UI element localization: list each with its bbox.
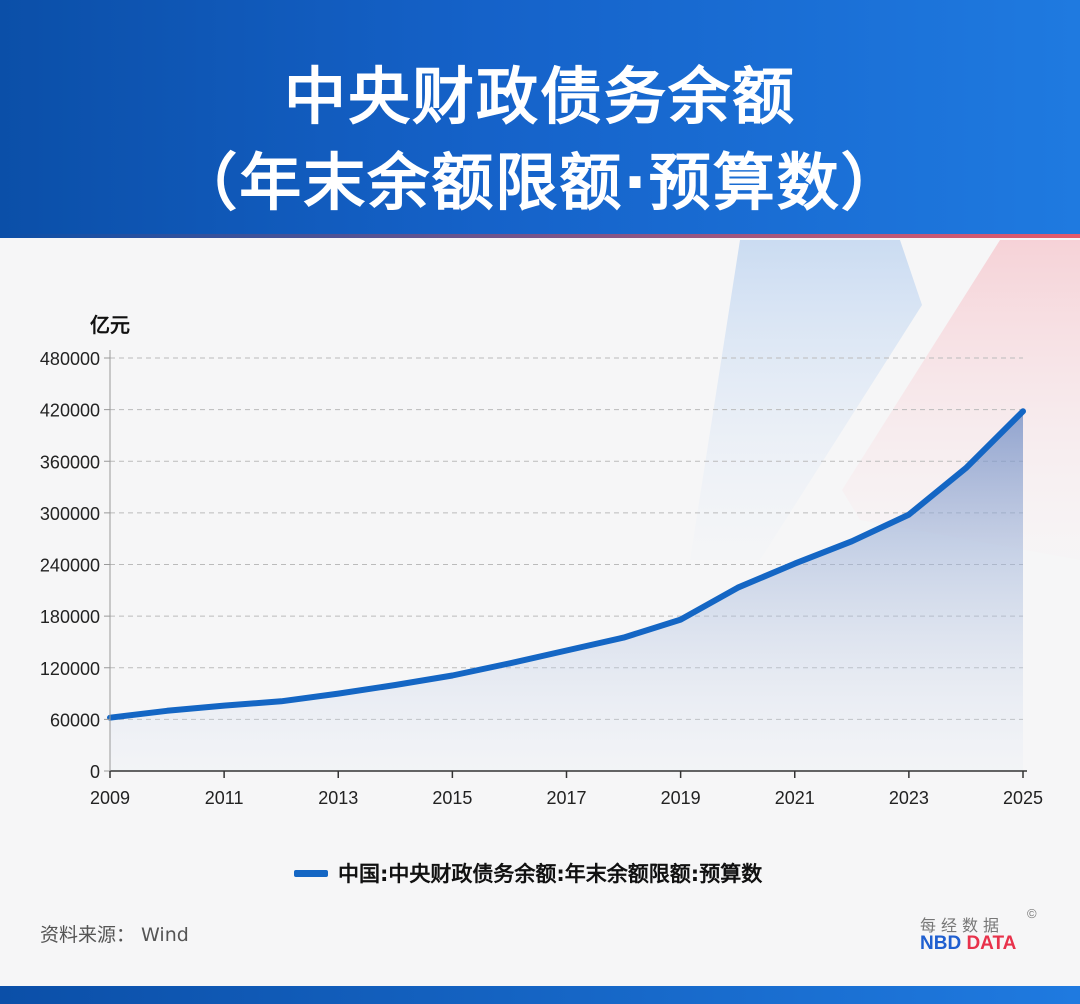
series-line	[107, 408, 1026, 721]
y-tick-label: 180000	[40, 607, 100, 627]
legend-label: 中国:中央财政债务余额:年末余额限额:预算数	[338, 862, 763, 886]
footer-bar	[0, 986, 1080, 1004]
y-tick-label: 360000	[40, 452, 100, 472]
y-tick-label: 420000	[40, 401, 100, 421]
x-tick-label: 2023	[889, 788, 929, 808]
area-fill	[110, 411, 1023, 771]
x-tick-label: 2017	[546, 788, 586, 808]
y-tick-label: 0	[90, 762, 100, 782]
y-tick-labels: 0 60000 120000 180000 240000 300000 360000 4200…	[40, 349, 110, 782]
y-tick-label: 120000	[40, 659, 100, 679]
brand-logo: NBD DATA	[920, 933, 1016, 955]
y-tick-label: 300000	[40, 504, 100, 524]
x-tick-label: 2011	[205, 788, 244, 808]
header-divider	[0, 234, 1080, 238]
chart-subtitle: （年末余额限额·预算数）	[175, 146, 905, 219]
x-tick-label: 2019	[661, 788, 701, 808]
header-banner: 中央财政债务余额 （年末余额限额·预算数）	[0, 0, 1080, 234]
copyright-mark: ©	[1027, 906, 1037, 921]
brand-data: DATA	[966, 933, 1017, 954]
decor-blue-shape	[690, 240, 922, 560]
brand-nbd: NBD	[920, 933, 962, 954]
y-axis-unit: 亿元	[90, 313, 130, 337]
brand-name-cn: 每经数据	[920, 916, 1005, 935]
x-tick-label: 2013	[318, 788, 358, 808]
x-tick-label: 2015	[432, 788, 472, 808]
x-tick-label: 2025	[1003, 788, 1043, 808]
chart-area: 0 60000 120000 180000 240000 300000 360000 4200…	[40, 240, 1080, 808]
chart-title: 中央财政债务余额	[283, 60, 796, 133]
x-tick-label: 2009	[90, 788, 130, 808]
y-tick-label: 480000	[40, 349, 100, 369]
legend: 中国:中央财政债务余额:年末余额限额:预算数	[294, 858, 762, 888]
y-tick-label: 60000	[50, 710, 100, 730]
legend-swatch	[294, 869, 328, 877]
x-tick-labels: 2009 2011 2013 2015 2017 2019 2021 2023 2025	[90, 771, 1043, 808]
y-tick-label: 240000	[40, 556, 100, 576]
x-tick-label: 2021	[775, 788, 815, 808]
source-note: 资料来源： Wind	[40, 924, 189, 946]
